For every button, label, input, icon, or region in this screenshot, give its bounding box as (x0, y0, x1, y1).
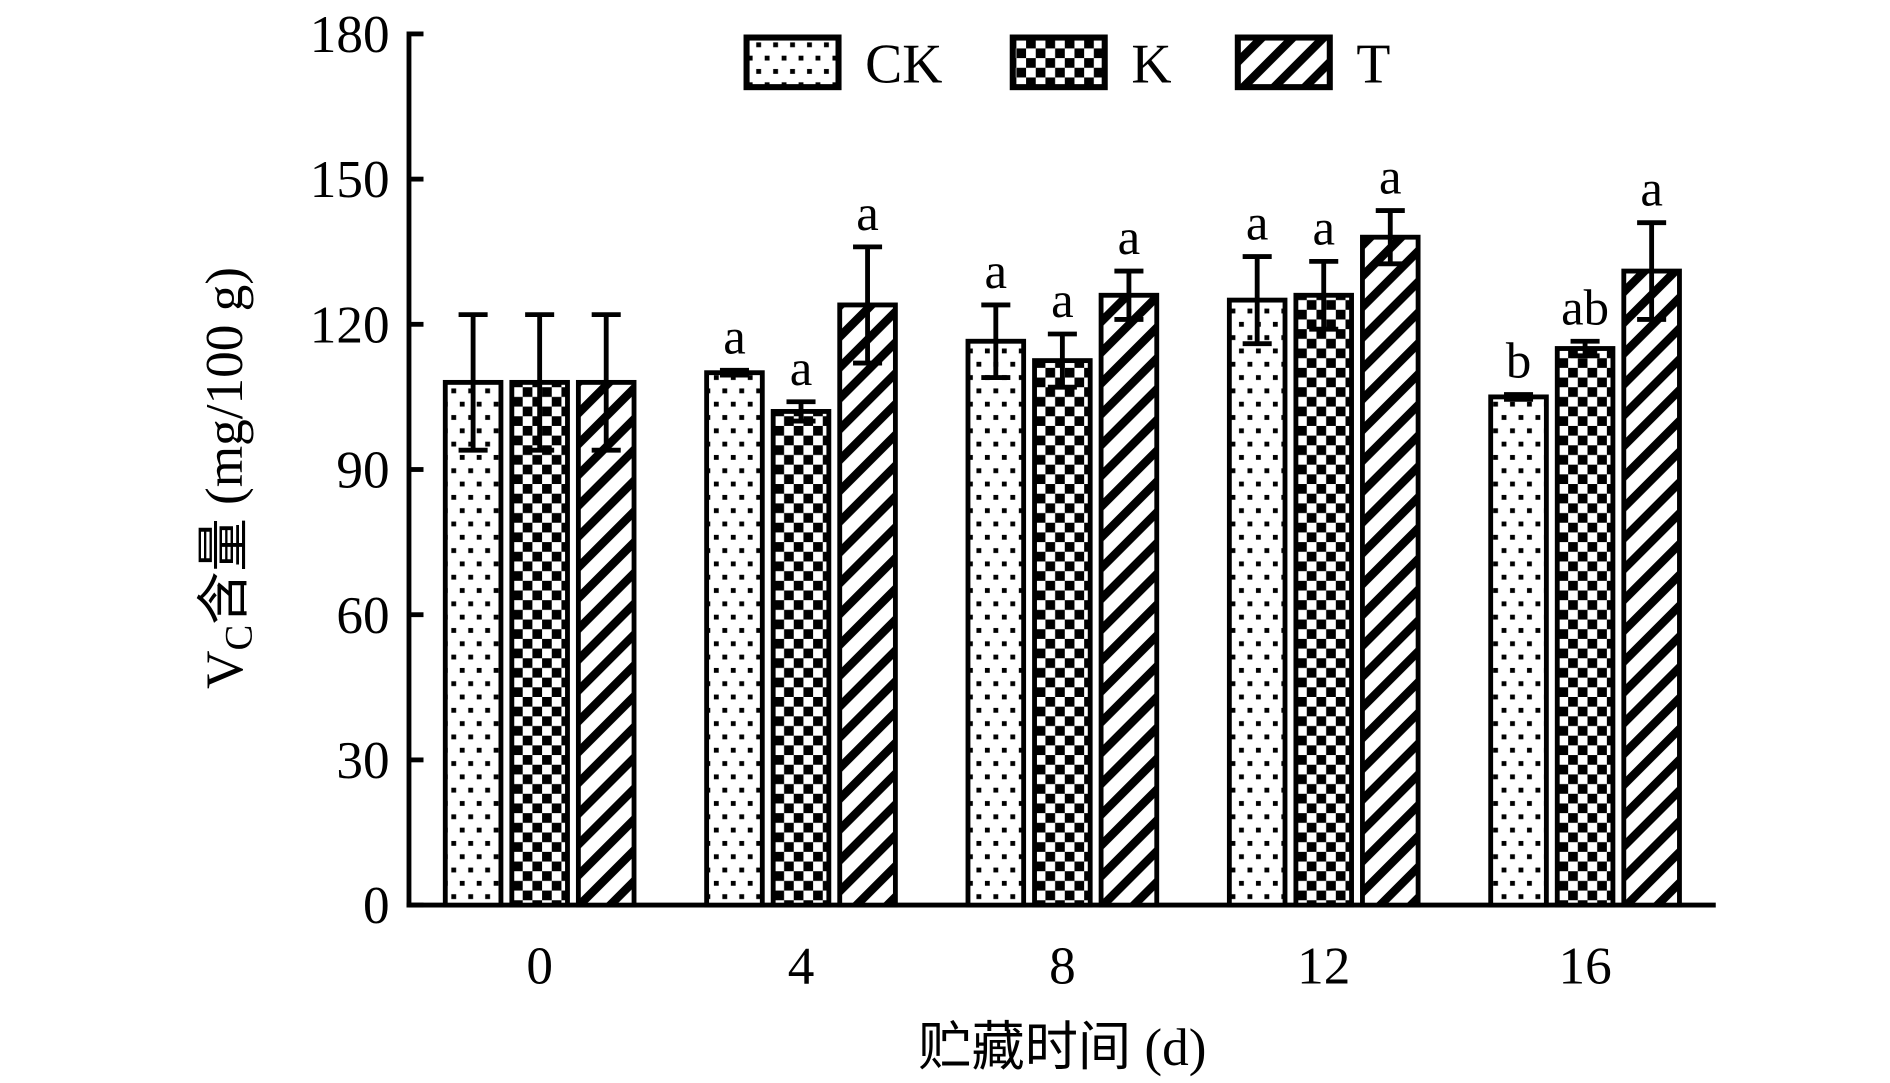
x-axis-label: 贮藏时间 (d) (918, 1018, 1206, 1077)
y-tick-label: 30 (336, 731, 389, 790)
x-tick-label: 8 (1049, 937, 1076, 996)
y-tick-label: 150 (310, 150, 390, 209)
error-bar (1375, 208, 1405, 267)
legend-swatch (1009, 34, 1108, 91)
y-label-main: V (195, 651, 254, 689)
x-tick-label: 12 (1297, 937, 1350, 996)
significance-label: ab (1561, 279, 1609, 335)
error-bar (1570, 338, 1600, 359)
significance-label: a (1051, 272, 1074, 328)
bar (1226, 297, 1288, 908)
y-tick-label: 180 (310, 5, 390, 64)
y-axis-label: VC含量 (mg/100 g) (195, 267, 261, 689)
bar (509, 379, 570, 908)
x-tick-label: 0 (526, 937, 553, 996)
bar (965, 338, 1027, 908)
significance-label: b (1506, 333, 1531, 389)
y-label-rest: 含量 (mg/100 g) (195, 267, 254, 625)
legend-label: K (1131, 33, 1171, 95)
y-tick-label: 0 (363, 876, 390, 935)
error-bar (853, 244, 883, 366)
x-tick-label: 16 (1558, 937, 1611, 996)
error-bar (1114, 268, 1144, 322)
error-bar (719, 367, 749, 378)
y-tick-label: 120 (310, 295, 390, 354)
significance-label: a (1246, 195, 1269, 251)
significance-label: a (1118, 209, 1141, 265)
error-bar (1047, 331, 1077, 390)
bar (1098, 292, 1160, 908)
error-bar (525, 312, 555, 453)
bar (442, 379, 504, 908)
bar (1360, 234, 1421, 908)
legend-swatch (1234, 34, 1333, 91)
significance-label: a (1312, 199, 1335, 255)
significance-label: a (856, 185, 879, 241)
bar (1488, 394, 1549, 908)
bar (575, 379, 637, 908)
error-bar (1309, 258, 1339, 332)
legend-label: CK (865, 33, 942, 95)
legend-label: T (1356, 33, 1390, 95)
significance-label: a (1640, 161, 1663, 217)
bar (1293, 292, 1354, 908)
legend-swatch (743, 34, 842, 91)
error-bar (786, 399, 816, 424)
significance-label: a (790, 340, 813, 396)
bar (1554, 346, 1616, 908)
error-bar (981, 302, 1011, 380)
bar (837, 302, 898, 908)
significance-label: a (723, 308, 746, 364)
error-bar (458, 312, 488, 453)
significance-label: a (985, 243, 1008, 299)
error-bar (591, 312, 621, 453)
bar (1032, 358, 1093, 908)
x-tick-label: 4 (788, 937, 815, 996)
y-label-sub: C (219, 625, 261, 651)
bar (704, 370, 765, 908)
y-tick-label: 60 (336, 586, 389, 645)
error-bar (1242, 254, 1272, 347)
bar (1621, 268, 1682, 908)
bar (770, 409, 832, 908)
significance-label: a (1379, 149, 1402, 205)
y-tick-label: 90 (336, 441, 389, 500)
error-bar (1504, 392, 1534, 402)
error-bar (1637, 220, 1667, 322)
